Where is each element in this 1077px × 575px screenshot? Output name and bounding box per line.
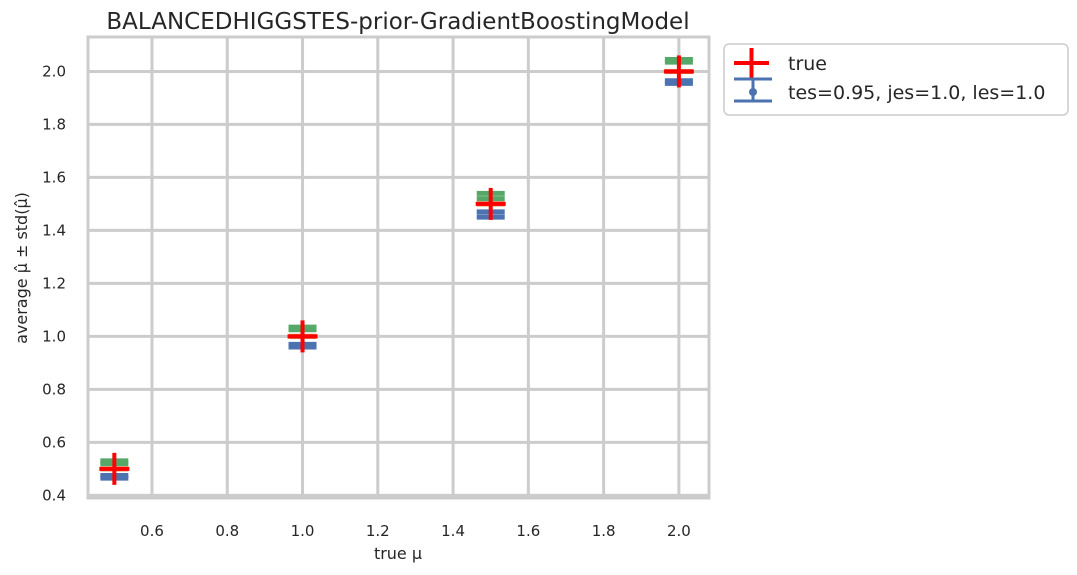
grid — [88, 37, 709, 498]
legend-label-errorbar: tes=0.95, jes=1.0, les=1.0 — [788, 82, 1045, 104]
legend-marker-true — [734, 48, 769, 78]
chart-title: BALANCEDHIGGSTES-prior-GradientBoostingM… — [106, 9, 689, 35]
y-axis-label: average μ̂ ± std(μ̂) — [12, 192, 31, 344]
y-tick-label: 1.0 — [42, 327, 66, 345]
y-tick-label: 2.0 — [42, 62, 66, 80]
x-tick-label: 0.8 — [215, 522, 239, 540]
y-tick-label: 0.4 — [42, 486, 66, 504]
y-tick-labels: 0.4 0.6 0.8 1.0 1.2 1.4 1.6 1.8 2.0 — [42, 62, 66, 504]
x-tick-label: 1.0 — [291, 522, 315, 540]
y-tick-label: 0.8 — [42, 380, 66, 398]
true-point-marker — [663, 55, 694, 88]
x-tick-label: 2.0 — [667, 522, 691, 540]
x-tick-label: 1.6 — [516, 522, 540, 540]
x-axis-label: true μ — [374, 544, 422, 563]
legend-frame — [723, 43, 1069, 116]
x-tick-labels: 0.6 0.8 1.0 1.2 1.4 1.6 1.8 2.0 — [140, 522, 691, 540]
true-point-marker — [475, 187, 506, 220]
plot-series — [99, 55, 694, 485]
x-tick-label: 0.6 — [140, 522, 164, 540]
y-tick-label: 1.6 — [42, 168, 66, 186]
legend-label-true: true — [788, 53, 827, 75]
y-tick-label: 1.4 — [42, 221, 66, 239]
true-point-marker — [99, 452, 130, 485]
x-tick-label: 1.2 — [366, 522, 390, 540]
plot-frame — [86, 35, 711, 500]
y-tick-label: 1.2 — [42, 274, 66, 292]
x-tick-label: 1.8 — [592, 522, 616, 540]
y-tick-label: 1.8 — [42, 115, 66, 133]
x-tick-label: 1.4 — [441, 522, 465, 540]
legend: true tes=0.95, jes=1.0, les=1.0 — [723, 43, 1069, 116]
true-point-marker — [287, 320, 318, 353]
legend-marker-errorbar — [734, 77, 772, 103]
y-tick-label: 0.6 — [42, 433, 66, 451]
